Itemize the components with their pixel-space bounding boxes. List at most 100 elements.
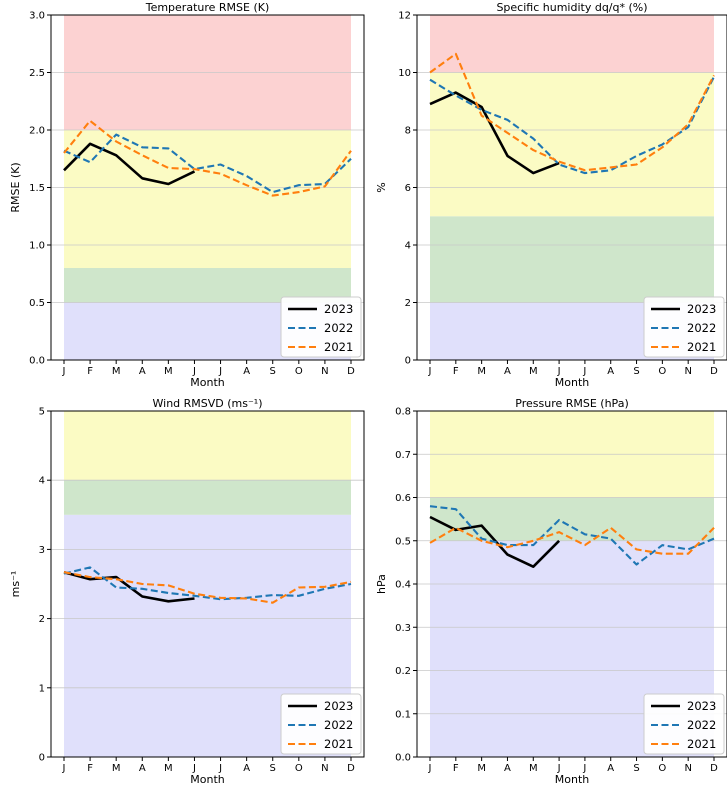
- y-tick-label: 3: [39, 545, 45, 556]
- x-tick-label: M: [112, 366, 121, 377]
- x-tick-label: M: [529, 763, 538, 774]
- chart-panel: 0 1 2 3 4 5 J F M A M J J A S O N D Wind RMSVD (ms⁻¹) Month…: [9, 397, 365, 786]
- x-tick-label: J: [218, 763, 222, 774]
- x-tick-label: F: [87, 763, 93, 774]
- x-tick-label: M: [477, 366, 486, 377]
- legend-label: 2022: [687, 718, 716, 732]
- x-tick-label: J: [62, 763, 66, 774]
- x-tick-label: J: [582, 763, 586, 774]
- x-tick-label: J: [428, 366, 432, 377]
- x-tick-label: F: [87, 366, 93, 377]
- series-line-2021: [63, 571, 352, 604]
- x-tick-label: N: [321, 366, 328, 377]
- axes-frame: [50, 410, 365, 758]
- series-line-2022: [63, 133, 352, 194]
- x-tick-label: N: [684, 366, 691, 377]
- y-tick-label: 2.5: [29, 68, 45, 79]
- series-line-2023: [63, 570, 195, 603]
- legend-box: [643, 693, 725, 755]
- legend-label: 2022: [324, 321, 353, 335]
- x-tick-label: S: [633, 366, 639, 377]
- chart-title: Wind RMSVD (ms⁻¹): [153, 397, 263, 410]
- x-tick-label: O: [295, 763, 303, 774]
- chart-panel: 0.0 0.1 0.2 0.3 0.4 0.5 0.6 0.7 0.8 J F M A M J J A S O N D P…: [375, 397, 727, 786]
- legend-label: 2022: [687, 321, 716, 335]
- legend-label: 2021: [324, 340, 353, 354]
- x-axis-label: Month: [190, 773, 225, 786]
- series-line-2023: [429, 515, 561, 568]
- legend-label: 2023: [687, 302, 716, 316]
- y-tick-label: 0.0: [395, 753, 411, 764]
- x-tick-label: O: [658, 763, 666, 774]
- y-tick-label: 0: [405, 356, 411, 367]
- x-tick-label: O: [658, 366, 666, 377]
- y-tick-label: 0: [39, 753, 45, 764]
- legend-label: 2023: [324, 699, 353, 713]
- chart-title: Pressure RMSE (hPa): [515, 397, 628, 410]
- y-tick-label: 0.5: [395, 536, 411, 547]
- x-tick-label: J: [428, 763, 432, 774]
- y-tick-label: 0.5: [29, 298, 45, 309]
- y-tick-label: 5: [39, 407, 45, 418]
- x-tick-label: S: [633, 763, 639, 774]
- chart-panel: 0.0 0.5 1.0 1.5 2.0 2.5 3.0 J F M A M J J A S O N D Tempera…: [9, 1, 365, 389]
- y-tick-label: 0.2: [395, 666, 411, 677]
- y-tick-label: 2: [405, 298, 411, 309]
- x-tick-label: J: [192, 366, 196, 377]
- chart-panel: 0 2 4 6 8 10 12 J F M A M J J A S O N D Specific humidity d…: [375, 1, 727, 389]
- y-tick-label: 12: [398, 11, 411, 22]
- series-line-2023: [429, 91, 560, 175]
- y-tick-label: 1.0: [29, 241, 45, 252]
- x-tick-label: S: [270, 763, 276, 774]
- threshold-band: [64, 480, 351, 515]
- y-axis-label: RMSE (K): [9, 162, 22, 212]
- y-tick-label: 8: [405, 126, 411, 137]
- legend: 2023 2022 2021: [643, 296, 725, 358]
- y-tick-label: 10: [398, 68, 411, 79]
- series-line-2021: [429, 52, 715, 172]
- chart-title: Specific humidity dq/q* (%): [496, 1, 647, 14]
- y-tick-label: 0.0: [29, 356, 45, 367]
- legend-box: [280, 296, 362, 358]
- y-tick-label: 1: [39, 683, 45, 694]
- legend-label: 2023: [324, 302, 353, 316]
- x-tick-label: D: [347, 366, 355, 377]
- y-tick-label: 0.4: [395, 580, 411, 591]
- y-axis-label: ms⁻¹: [9, 571, 22, 598]
- x-tick-label: A: [243, 763, 250, 774]
- x-tick-label: J: [557, 763, 561, 774]
- threshold-band: [430, 497, 714, 541]
- y-tick-label: 4: [39, 476, 45, 487]
- legend-label: 2022: [324, 718, 353, 732]
- x-tick-label: D: [347, 763, 355, 774]
- y-tick-label: 1.5: [29, 183, 45, 194]
- x-tick-label: O: [295, 366, 303, 377]
- legend: 2023 2022 2021: [280, 296, 362, 358]
- y-tick-label: 0.1: [395, 709, 411, 720]
- x-axis-label: Month: [190, 376, 225, 389]
- x-tick-label: D: [710, 366, 718, 377]
- x-tick-label: F: [453, 763, 459, 774]
- x-tick-label: M: [529, 366, 538, 377]
- series-line-2021: [63, 119, 352, 197]
- y-tick-label: 0.6: [395, 493, 411, 504]
- x-tick-label: M: [477, 763, 486, 774]
- x-tick-label: N: [321, 763, 328, 774]
- series-line-2023: [63, 142, 196, 186]
- x-axis-label: Month: [555, 376, 590, 389]
- x-tick-label: M: [164, 763, 173, 774]
- threshold-band: [430, 216, 714, 303]
- threshold-band: [64, 411, 351, 481]
- x-tick-label: J: [62, 366, 66, 377]
- series-line-2021: [429, 526, 715, 555]
- legend: 2023 2022 2021: [643, 693, 725, 755]
- x-tick-label: A: [139, 763, 146, 774]
- series-line-2022: [429, 505, 715, 566]
- series-line-2022: [63, 566, 352, 601]
- legend-label: 2021: [687, 340, 716, 354]
- y-tick-label: 4: [405, 241, 411, 252]
- legend-box: [280, 693, 362, 755]
- y-tick-label: 3.0: [29, 11, 45, 22]
- y-tick-label: 2: [39, 614, 45, 625]
- x-tick-label: A: [607, 763, 614, 774]
